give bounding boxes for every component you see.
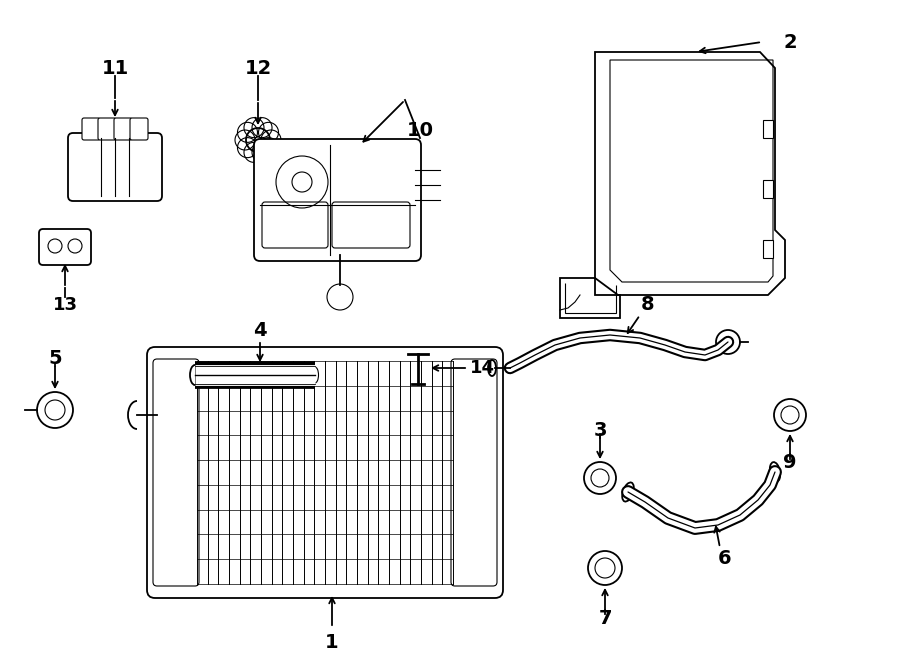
FancyBboxPatch shape (153, 359, 199, 586)
Bar (763, 120, 773, 138)
Text: 3: 3 (593, 420, 607, 440)
FancyBboxPatch shape (98, 118, 116, 140)
Text: 5: 5 (49, 348, 62, 368)
Text: 7: 7 (598, 609, 612, 627)
Text: 9: 9 (783, 453, 796, 471)
FancyBboxPatch shape (262, 202, 328, 248)
FancyBboxPatch shape (451, 359, 497, 586)
Text: 14: 14 (470, 359, 495, 377)
FancyBboxPatch shape (130, 118, 148, 140)
FancyBboxPatch shape (68, 133, 162, 201)
Text: 13: 13 (52, 296, 77, 314)
Bar (763, 240, 773, 258)
FancyBboxPatch shape (147, 347, 503, 598)
Text: 12: 12 (245, 59, 272, 77)
FancyBboxPatch shape (82, 118, 100, 140)
Text: 1: 1 (325, 633, 338, 652)
Text: 6: 6 (718, 549, 732, 568)
FancyBboxPatch shape (254, 139, 421, 261)
FancyBboxPatch shape (39, 229, 91, 265)
FancyBboxPatch shape (114, 118, 132, 140)
FancyBboxPatch shape (332, 202, 410, 248)
Text: 11: 11 (102, 59, 129, 77)
Text: 2: 2 (783, 32, 796, 52)
Text: 8: 8 (641, 295, 655, 315)
Text: 10: 10 (407, 120, 434, 139)
Bar (763, 180, 773, 198)
Text: 4: 4 (253, 321, 266, 340)
